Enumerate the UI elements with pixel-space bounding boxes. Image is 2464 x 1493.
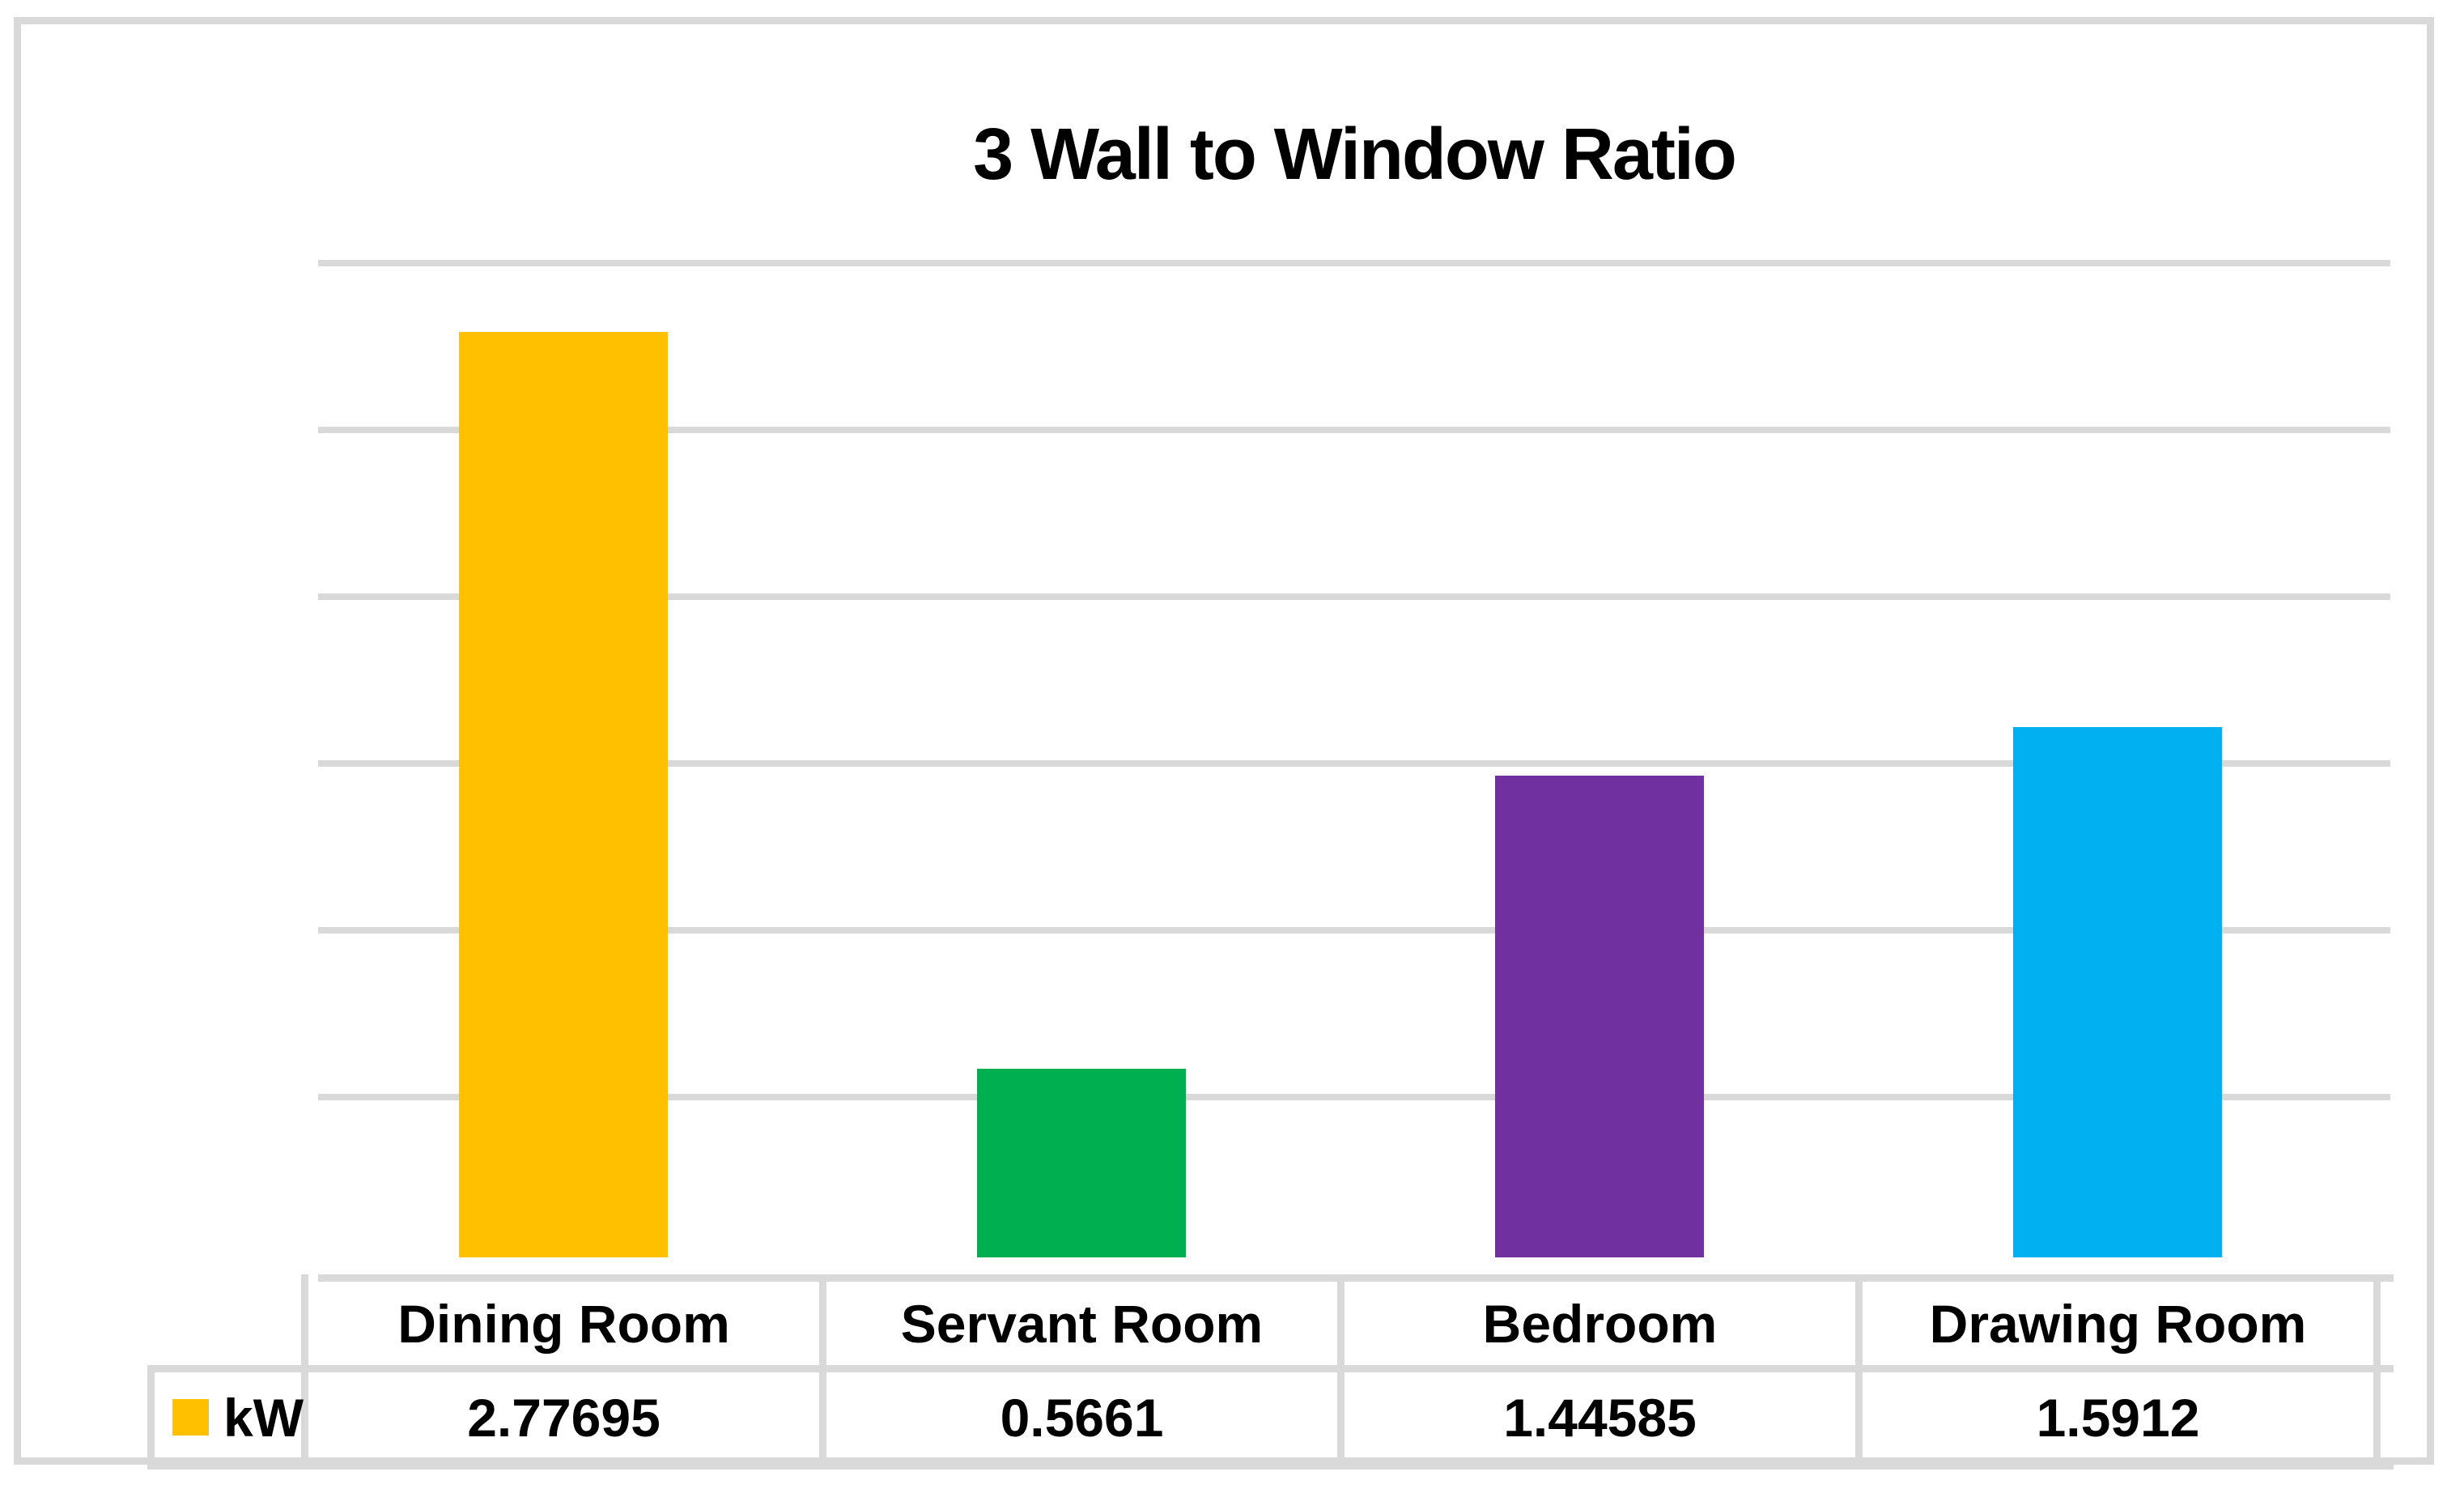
gridline: [318, 927, 2390, 934]
table-right-border: [2373, 1274, 2381, 1470]
gridline: [318, 593, 2390, 600]
gridline: [318, 1094, 2390, 1100]
table-value-drawing-room: 1.5912: [2036, 1387, 2200, 1448]
gridline: [318, 760, 2390, 767]
table-bottom-border: [147, 1462, 2394, 1470]
table-header-bedroom: Bedroom: [1482, 1293, 1718, 1354]
table-column-border: [301, 1274, 308, 1470]
x-axis-line: [318, 1274, 2394, 1282]
table-value-bedroom: 1.44585: [1503, 1387, 1697, 1448]
legend-cell[interactable]: kW: [155, 1372, 315, 1462]
bar-servant-room[interactable]: [977, 1069, 1186, 1257]
table-header-servant-room: Servant Room: [900, 1293, 1264, 1354]
table-value-servant-room: 0.5661: [1000, 1387, 1164, 1448]
series-legend-label: kW: [223, 1387, 304, 1448]
table-row-divider: [147, 1365, 2394, 1372]
gridline: [318, 427, 2390, 433]
table-value-dining-room: 2.77695: [467, 1387, 661, 1448]
table-header-dining-room: Dining Room: [397, 1293, 730, 1354]
bar-dining-room[interactable]: [459, 332, 668, 1257]
gridline: [318, 260, 2390, 266]
table-column-border: [1855, 1274, 1863, 1470]
bar-drawing-room[interactable]: [2013, 727, 2222, 1257]
table-header-drawing-room: Drawing Room: [1929, 1293, 2307, 1354]
chart-title[interactable]: 3 Wall to Window Ratio: [973, 114, 1737, 195]
legend-cell-left-border: [147, 1365, 155, 1470]
table-column-border: [1337, 1274, 1345, 1470]
table-column-border: [819, 1274, 826, 1470]
series-color-swatch-icon: [172, 1399, 209, 1436]
chart-area[interactable]: 3 Wall to Window Ratio Dining Room Serva…: [14, 17, 2434, 1470]
bar-bedroom[interactable]: [1495, 776, 1704, 1257]
